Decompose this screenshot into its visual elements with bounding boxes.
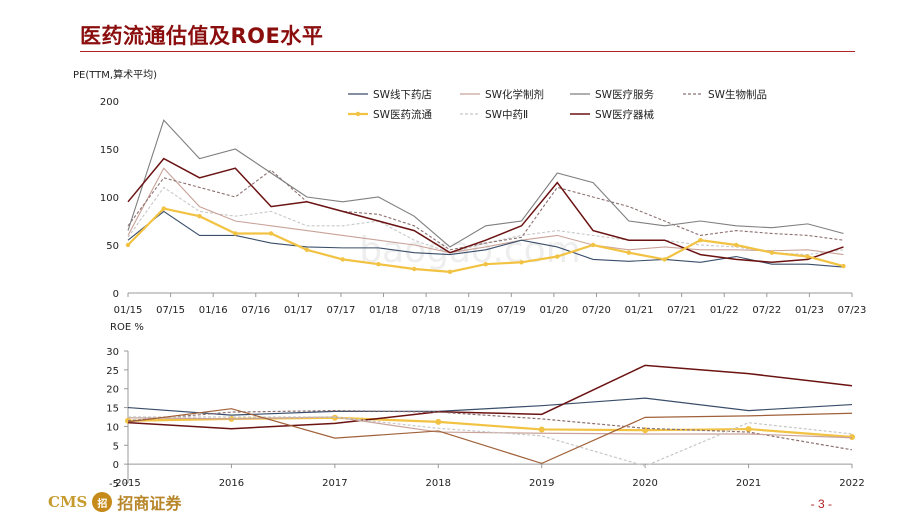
y-tick-label: 200 (100, 97, 119, 108)
legend-label: SW中药Ⅱ (485, 108, 528, 121)
x-tick-label: 2021 (736, 478, 761, 489)
pe-series-point (662, 257, 667, 262)
legend-label: SW医疗服务 (595, 88, 655, 101)
y-tick-label: 5 (113, 441, 119, 452)
x-tick-label: 07/23 (838, 305, 867, 316)
pe-series-point (555, 254, 560, 259)
x-tick-label: 01/22 (710, 305, 739, 316)
pe-series-point (733, 242, 739, 248)
watermark: baogao.com (359, 230, 581, 271)
title-divider (80, 51, 855, 52)
y-tick-label: 150 (100, 145, 119, 156)
pe-series-point (483, 262, 488, 267)
x-tick-label: 2018 (426, 478, 451, 489)
roe-series-line (127, 397, 853, 416)
x-tick-label: 07/16 (241, 305, 270, 316)
y-axis-label: PE(TTM,算术平均) (73, 68, 157, 81)
roe-series-point (538, 426, 545, 433)
pe-series-point (411, 266, 417, 272)
pe-series-point (376, 262, 381, 267)
x-tick-label: 01/17 (284, 305, 313, 316)
y-tick-label: 0 (113, 289, 119, 300)
y-tick-label: -5 (109, 479, 119, 490)
pe-series-point (304, 247, 310, 252)
pe-series-point (519, 260, 524, 265)
roe-series-point (331, 414, 338, 421)
y-tick-label: 20 (106, 385, 119, 396)
pe-series-point (197, 214, 202, 219)
x-tick-label: 01/16 (199, 305, 228, 316)
y-tick-label: 100 (100, 193, 119, 204)
legend-marker (355, 111, 361, 117)
page-number: - 3 - (810, 497, 832, 511)
x-tick-label: 01/19 (454, 305, 483, 316)
x-tick-label: 2015 (115, 478, 140, 489)
roe-series-line (127, 364, 853, 430)
pe-series-point (769, 250, 775, 255)
pe-series-line (127, 157, 844, 264)
roe-series-point (849, 433, 855, 440)
x-tick-label: 01/20 (539, 305, 568, 316)
x-tick-label: 07/22 (752, 305, 781, 316)
x-tick-label: 07/19 (497, 305, 526, 316)
x-tick-label: 2020 (632, 478, 657, 489)
legend-label: SW化学制剂 (485, 88, 544, 101)
roe-series-line (128, 416, 853, 467)
page-title: 医药流通估值及ROE水平 (80, 24, 324, 48)
pe-series-point (161, 206, 166, 211)
pe-series-point (233, 231, 238, 236)
roe-series-line (127, 416, 853, 439)
x-tick-label: 2016 (219, 478, 244, 489)
legend-label: SW医疗器械 (595, 108, 655, 121)
x-tick-label: 07/18 (412, 305, 441, 316)
y-tick-label: 50 (106, 241, 119, 252)
y-axis-label: ROE % (110, 322, 144, 333)
roe-series-point (745, 426, 752, 433)
pe-series-point (698, 238, 703, 243)
roe-series-point (435, 418, 442, 425)
x-tick-label: 07/17 (327, 305, 356, 316)
roe-series-line (127, 409, 853, 451)
pe-series-line (127, 167, 844, 256)
brand-name: 招商证券 (117, 494, 182, 513)
legend-label: SW线下药店 (373, 88, 432, 101)
pe-series-point (805, 254, 810, 259)
x-tick-label: 2022 (839, 478, 864, 489)
pe-series-point (340, 257, 345, 262)
company-logo: CMS 招 招商证券 (48, 490, 181, 514)
x-tick-label: 2019 (529, 478, 554, 489)
logo-text: CMS (48, 493, 88, 511)
pe-series-point (626, 250, 632, 255)
x-tick-label: 01/18 (369, 305, 398, 316)
logo-badge-icon: 招 (92, 492, 113, 512)
roe-series-line (127, 408, 853, 465)
y-tick-label: 25 (106, 366, 119, 377)
pe-series-point (447, 269, 453, 275)
y-tick-label: 15 (106, 404, 119, 415)
pe-series-line (127, 119, 844, 248)
pe-series-point (125, 242, 131, 248)
y-tick-label: 0 (113, 460, 119, 471)
x-tick-label: 01/21 (625, 305, 654, 316)
x-tick-label: 01/23 (795, 305, 824, 316)
pe-series-point (268, 231, 274, 236)
pe-series-point (590, 242, 596, 248)
x-tick-label: 07/21 (667, 305, 696, 316)
x-tick-label: 2017 (322, 478, 347, 489)
y-tick-label: 30 (106, 347, 119, 358)
legend-label: SW生物制品 (708, 88, 767, 101)
y-tick-label: 10 (106, 422, 119, 433)
pe-series-line (127, 169, 844, 251)
pe-series-point (841, 263, 846, 269)
legend-label: SW医药流通 (373, 108, 433, 121)
x-tick-label: 01/15 (114, 305, 143, 316)
x-tick-label: 07/15 (156, 305, 185, 316)
x-tick-label: 07/20 (582, 305, 611, 316)
